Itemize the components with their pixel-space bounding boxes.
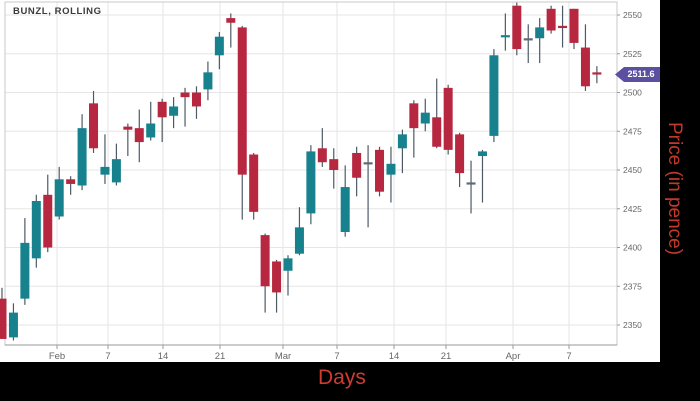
candle-body[interactable] bbox=[157, 101, 167, 118]
candle-body[interactable] bbox=[535, 27, 545, 39]
candle-body[interactable] bbox=[306, 151, 316, 214]
candle-body[interactable] bbox=[500, 35, 510, 38]
x-axis-title: Days bbox=[318, 366, 366, 389]
candle-body[interactable] bbox=[477, 151, 487, 157]
candle-body[interactable] bbox=[249, 154, 259, 212]
candle-body[interactable] bbox=[592, 72, 602, 75]
candle-body[interactable] bbox=[512, 5, 522, 50]
candle-body[interactable] bbox=[432, 117, 442, 147]
y-axis-tick-label: 2500 bbox=[623, 88, 642, 98]
candlestick-chart[interactable]: Feb 7 14 21 Mar 7 14 21 Apr 7 2550 2525 2500 2475 2450… bbox=[0, 0, 660, 362]
candle-body[interactable] bbox=[43, 194, 53, 248]
y-axis-tick-label: 2450 bbox=[623, 165, 642, 175]
candle-body[interactable] bbox=[214, 36, 224, 56]
candle-body[interactable] bbox=[203, 72, 213, 90]
candle-body[interactable] bbox=[260, 235, 270, 287]
candle-body[interactable] bbox=[226, 18, 236, 23]
candle-body[interactable] bbox=[146, 123, 156, 138]
x-axis-tick-label: Mar bbox=[275, 351, 291, 362]
candle-body[interactable] bbox=[66, 179, 76, 184]
candle-body[interactable] bbox=[111, 159, 121, 183]
candle-body[interactable] bbox=[386, 163, 396, 175]
candle-body[interactable] bbox=[352, 152, 362, 178]
x-axis-tick-label: 14 bbox=[389, 351, 400, 362]
candle-body[interactable] bbox=[77, 128, 87, 186]
y-axis-tick-label: 2475 bbox=[623, 126, 642, 136]
candle-body[interactable] bbox=[375, 149, 385, 192]
candle-body[interactable] bbox=[580, 47, 590, 87]
candle-body[interactable] bbox=[134, 128, 144, 143]
candle-body[interactable] bbox=[489, 55, 499, 136]
candle-body[interactable] bbox=[329, 159, 339, 170]
y-axis-tick-label: 2550 bbox=[623, 10, 642, 20]
x-axis-tick-label: 21 bbox=[215, 351, 226, 362]
candle-body[interactable] bbox=[89, 103, 99, 149]
x-axis-tick-label: Feb bbox=[49, 351, 65, 362]
candle-body[interactable] bbox=[523, 38, 533, 41]
candle-body[interactable] bbox=[191, 92, 201, 107]
x-axis-tick-label: 14 bbox=[158, 351, 169, 362]
candle-body[interactable] bbox=[340, 187, 350, 232]
candle-body[interactable] bbox=[397, 134, 407, 149]
candle-body[interactable] bbox=[100, 166, 110, 175]
y-axis-title: Price (in pence) bbox=[664, 122, 685, 256]
candle-body[interactable] bbox=[54, 179, 64, 217]
y-axis-tick-label: 2350 bbox=[623, 320, 642, 330]
candle-body[interactable] bbox=[272, 261, 282, 293]
candle-body[interactable] bbox=[409, 103, 419, 129]
x-axis-tick-label: 21 bbox=[441, 351, 452, 362]
candle-body[interactable] bbox=[455, 134, 465, 174]
candle-body[interactable] bbox=[31, 201, 41, 259]
candle-body[interactable] bbox=[569, 8, 579, 43]
last-price-tag: 2511.6 bbox=[615, 67, 660, 82]
candle-body[interactable] bbox=[363, 162, 373, 165]
candle-body[interactable] bbox=[20, 242, 30, 299]
candle-body[interactable] bbox=[294, 227, 304, 254]
candle-body[interactable] bbox=[558, 25, 568, 29]
candle-body[interactable] bbox=[420, 112, 430, 124]
y-axis-tick-label: 2425 bbox=[623, 204, 642, 214]
x-axis-tick-label: Apr bbox=[506, 351, 521, 362]
candle-body[interactable] bbox=[169, 106, 179, 116]
candle-body[interactable] bbox=[0, 298, 7, 339]
candle-body[interactable] bbox=[283, 258, 293, 271]
chart-title: BUNZL, ROLLING bbox=[13, 6, 102, 17]
candle-body[interactable] bbox=[8, 312, 18, 338]
candle-body[interactable] bbox=[180, 92, 190, 98]
y-axis-tick-label: 2375 bbox=[623, 281, 642, 291]
candle-body[interactable] bbox=[443, 87, 453, 150]
chart-panel: Feb 7 14 21 Mar 7 14 21 Apr 7 2550 2525 2500 2475 2450… bbox=[0, 0, 660, 362]
x-axis-tick-label: 7 bbox=[105, 351, 110, 362]
candle-body[interactable] bbox=[546, 8, 556, 31]
x-axis-tick-label: 7 bbox=[334, 351, 339, 362]
candle-body[interactable] bbox=[466, 182, 476, 185]
x-axis-tick-label: 7 bbox=[566, 351, 571, 362]
y-axis-tick-label: 2400 bbox=[623, 243, 642, 253]
y-axis-tick-label: 2525 bbox=[623, 49, 642, 59]
candle-body[interactable] bbox=[123, 126, 133, 130]
candle-body[interactable] bbox=[317, 148, 327, 163]
candle-body[interactable] bbox=[237, 27, 247, 175]
